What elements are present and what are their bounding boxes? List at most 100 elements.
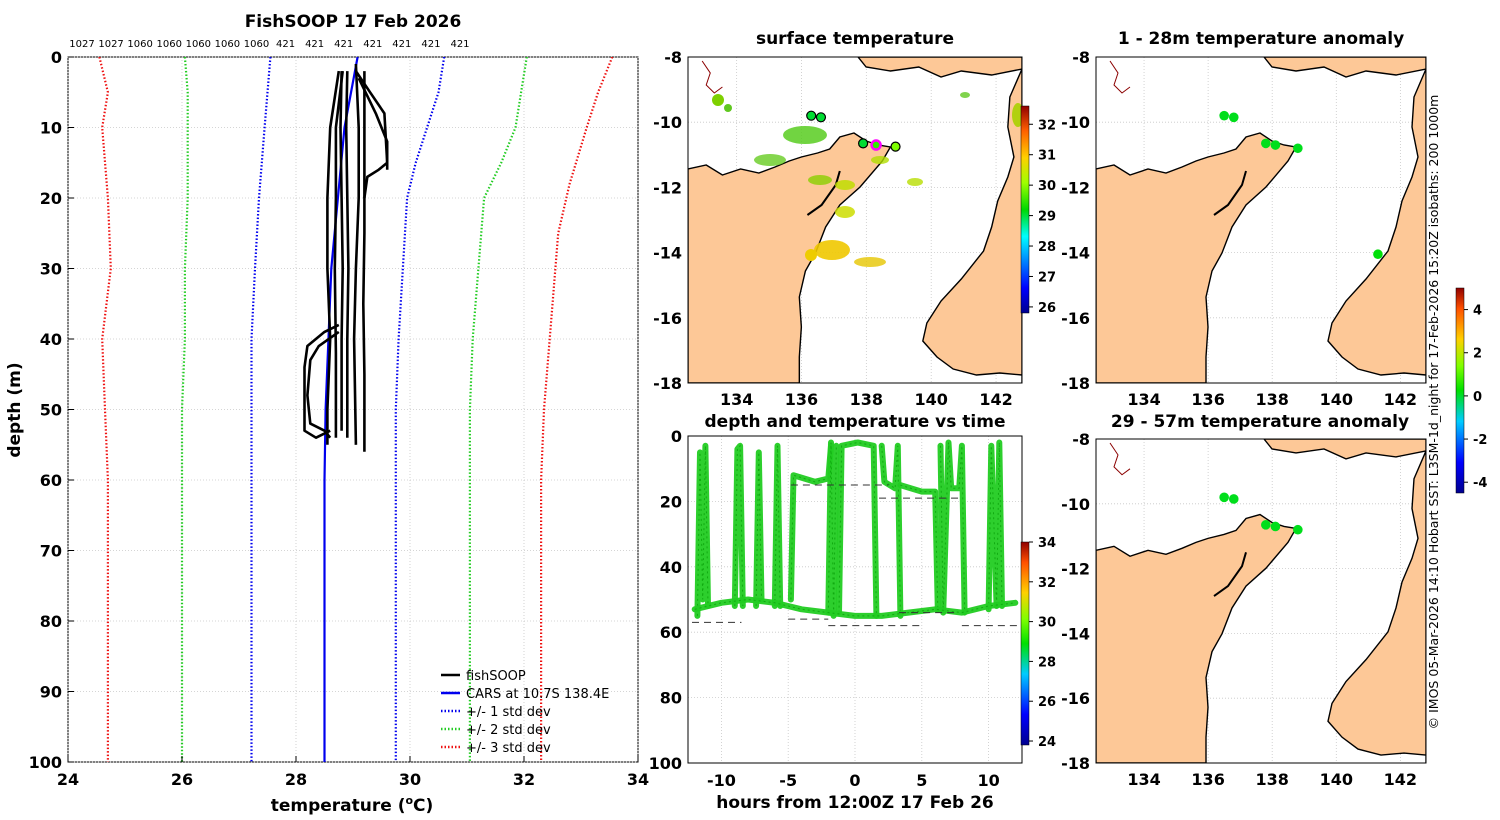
anom2-y-ticks: -8 -10 -12 -14 -16 -18 [1061,430,1090,773]
ts-y-tick-label: 0 [671,427,682,446]
surface-y-ticks: -8 -10 -12 -14 -16 -18 [653,48,682,393]
anom2-point [1270,521,1281,532]
ts-y-ticks: 0 20 40 60 80 100 [649,427,682,773]
anomaly-colorbar-tick-label: 4 [1473,304,1482,319]
anom1-y-ticks: -8 -10 -12 -14 -16 -18 [1061,48,1090,393]
profile-count-label: 1027 [69,39,94,50]
profile-count-label: 1027 [98,39,123,50]
legend-fishsoop: fishSOOP [466,669,526,684]
profile-y-tick-label: 60 [40,471,62,490]
legend-3std: +/- 3 std dev [466,741,551,756]
legend-2std: +/- 2 std dev [466,723,551,738]
anom1-points [1219,110,1383,260]
ts-track-dots [838,441,877,616]
anom1-y-tick-label: -16 [1061,309,1090,328]
profile-legend: fishSOOP CARS at 10.7S 138.4E +/- 1 std … [441,669,609,756]
sst-patch [712,94,724,106]
anom1-point [1293,143,1303,154]
profile-series-line [306,330,340,439]
ts-y-tick-label: 100 [649,754,682,773]
profile-series-line [344,71,350,438]
anom2-x-tick-label: 134 [1127,770,1160,789]
anom1-title: 1 - 28m temperature anomaly [1118,29,1404,49]
anom2-title: 29 - 57m temperature anomaly [1111,412,1409,432]
anom2-x-tick-label: 142 [1384,770,1417,789]
profile-counts: 1027 1027 1060 1060 1060 1060 1060 421 421 421 421… [69,39,469,50]
anom2-points [1219,492,1303,535]
profile-y-tick-label: 20 [40,189,62,208]
ts-marks [691,439,1019,627]
anom2-y-tick-label: -12 [1061,560,1090,579]
profile-series-line [352,63,360,445]
depth-time-chart: -10 -5 0 5 10 0 20 40 60 80 100 depth and tempera… [649,412,1057,813]
ts-colorbar-tick-label: 24 [1038,735,1056,750]
surface-temperature-map: 134 136 138 140 142 -8 -10 -12 -14 -16 -18 surfac… [653,29,1056,409]
ts-y-tick-label: 60 [660,623,682,642]
anom1-y-tick-label: -10 [1061,113,1090,132]
surface-point [890,141,901,152]
profile-count-label: 421 [363,39,382,50]
anomaly-colorbar-ticks: 4 2 0 -2 -4 [1464,304,1487,491]
anom2-y-tick-label: -10 [1061,495,1090,514]
sst-patch [907,178,923,186]
profile-y-label: depth (m) [5,362,25,457]
surface-points [806,110,901,152]
surface-colorbar-tick-label: 26 [1038,301,1056,316]
profile-x-tick-label: 26 [171,770,193,789]
surface-x-tick-label: 136 [785,390,818,409]
anom1-point [1373,249,1383,260]
surface-y-tick-label: -16 [653,309,682,328]
sst-patch [805,249,817,261]
anomaly-29-57m-map: 134 136 138 140 142 -8 -10 -12 -14 -16 -18 29 - 5… [1061,287,1487,789]
sst-patch [754,154,786,166]
surface-x-tick-label: 134 [720,390,753,409]
legend-cars: CARS at 10.7S 138.4E [466,687,609,702]
profile-x-tick-label: 28 [285,770,307,789]
legend-1std: +/- 1 std dev [466,705,551,720]
surface-y-tick-label: -12 [653,178,682,197]
profile-x-label: temperature (oC) [271,794,434,816]
profile-y-tick-label: 10 [40,119,62,138]
ts-x-tick-label: 10 [977,771,999,790]
ts-track-dots [988,442,1003,610]
profile-series-line [250,57,272,762]
sst-patch [854,257,886,267]
profile-series-line [180,57,189,762]
surface-title: surface temperature [756,29,954,49]
ts-track-dots [734,444,744,607]
ts-track [878,442,904,619]
surface-point [815,112,827,123]
anom1-point [1261,138,1271,149]
ts-track-dots [900,484,939,610]
ts-colorbar-tick-label: 26 [1038,695,1056,710]
profile-y-ticks: 0 10 20 30 40 50 60 70 80 90 100 [29,48,74,772]
surface-point [806,110,817,121]
surface-y-tick-label: -8 [664,48,682,67]
profile-x-tick-label: 32 [513,770,535,789]
ts-title: depth and temperature vs time [705,412,1006,432]
anom1-x-tick-label: 140 [1320,390,1353,409]
anom2-x-tick-label: 140 [1320,770,1353,789]
profile-count-label: 1060 [215,39,240,50]
sst-patch [814,240,850,260]
profile-title: FishSOOP 17 Feb 2026 [245,12,462,32]
ts-track-dots [696,445,709,616]
profile-y-tick-label: 80 [40,612,62,631]
ts-colorbar [1020,541,1030,746]
anom1-y-tick-label: -8 [1072,48,1090,67]
anom2-y-tick-label: -16 [1061,689,1090,708]
profile-y-tick-label: 100 [29,753,62,772]
surface-y-tick-label: -18 [653,374,682,393]
surface-x-tick-label: 138 [850,390,883,409]
surface-point [858,138,869,149]
anom2-y-tick-label: -18 [1061,754,1090,773]
surface-colorbar-tick-label: 32 [1038,118,1056,133]
anomaly-1-28m-map: 134 136 138 140 142 -8 -10 -12 -14 -16 -18 1 - 28… [1061,29,1427,409]
ts-track-dots [755,452,762,607]
profile-x-label-sup: o [405,794,413,807]
anom1-x-tick-label: 138 [1256,390,1289,409]
anom1-map-frame [1095,56,1427,384]
profile-series-line [357,77,389,170]
ts-colorbar-tick-label: 34 [1038,536,1056,551]
